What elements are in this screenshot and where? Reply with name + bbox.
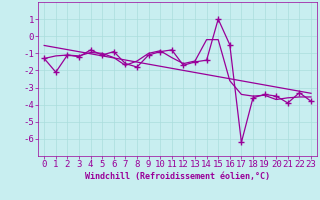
- X-axis label: Windchill (Refroidissement éolien,°C): Windchill (Refroidissement éolien,°C): [85, 172, 270, 181]
